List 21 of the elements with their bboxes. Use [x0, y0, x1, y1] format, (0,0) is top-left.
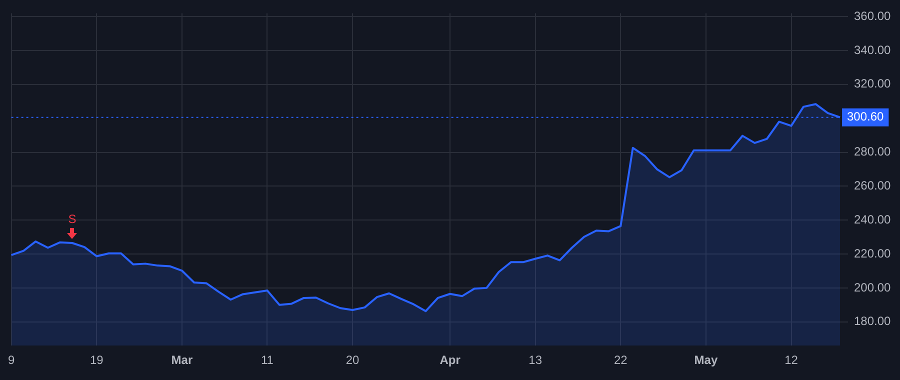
x-tick-label: Apr — [440, 353, 461, 368]
x-tick-label: 22 — [614, 353, 628, 368]
x-tick-label: 12 — [784, 353, 798, 368]
annotation: S — [68, 212, 76, 226]
y-tick-label: 360.00 — [854, 8, 892, 23]
x-tick-label: 13 — [528, 353, 542, 368]
x-tick-label: 9 — [8, 353, 15, 368]
x-tick-label: 19 — [90, 353, 104, 368]
y-tick-label: 220.00 — [854, 246, 892, 260]
x-tick-label: May — [694, 353, 718, 368]
y-tick-label: 240.00 — [854, 212, 892, 226]
y-tick-label: 200.00 — [854, 280, 892, 294]
y-tick-label: 180.00 — [854, 314, 892, 328]
ref-line-label: 300.60 — [847, 110, 884, 124]
x-tick-label: Mar — [171, 353, 193, 368]
x-tick-label: 11 — [261, 353, 274, 368]
y-tick-label: 340.00 — [854, 42, 892, 57]
x-tick-label: 20 — [346, 353, 360, 368]
y-tick-label: 320.00 — [854, 76, 892, 91]
y-tick-label: 280.00 — [854, 144, 892, 159]
y-tick-label: 260.00 — [854, 178, 892, 192]
